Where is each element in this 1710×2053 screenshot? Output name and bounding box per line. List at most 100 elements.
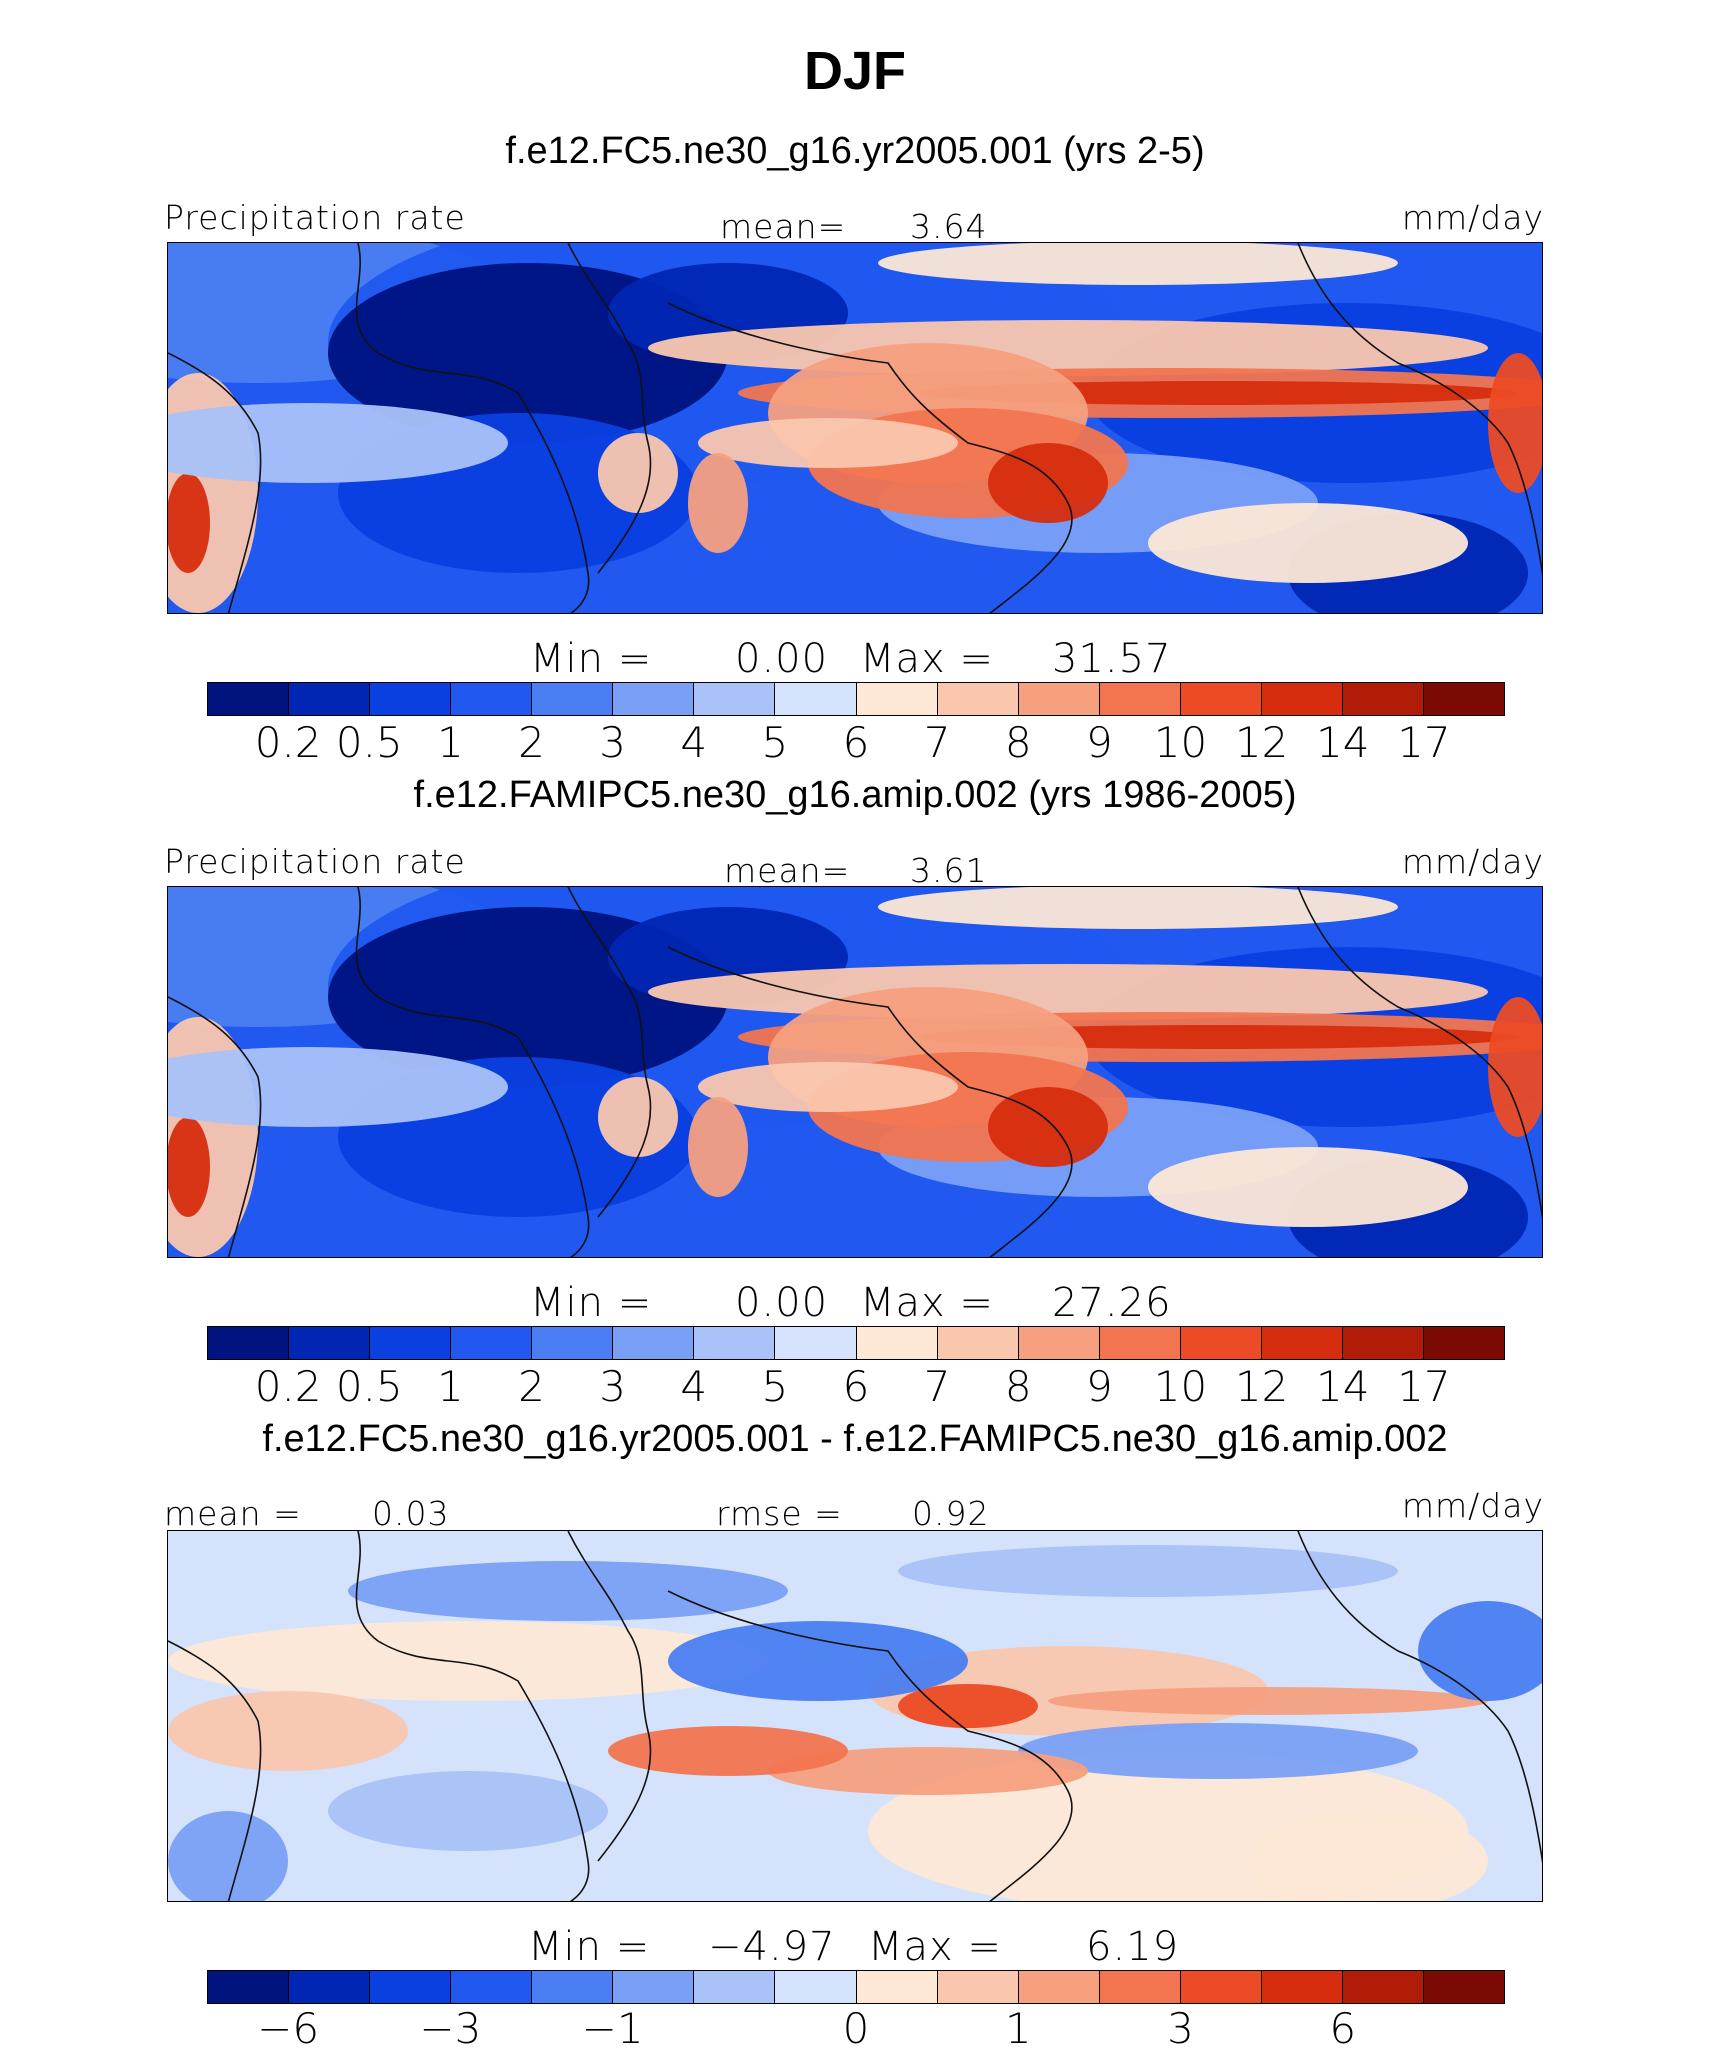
panel-3-subtitle: f.e12.FC5.ne30_g16.yr2005.001 - f.e12.FA… [262,1418,1448,1460]
panel-2-mean-label: mean= [724,851,851,890]
colorbar-tick-label: 1 [437,1362,464,1411]
colorbar-swatch [1099,683,1181,715]
panel-1-min-value: 0.00 [735,636,829,682]
panel-2-min-value: 0.00 [735,1280,829,1326]
colorbar-swatch [208,1327,290,1359]
colorbar-tick-label: 7 [923,718,951,767]
panel-2-units: mm/day [1401,842,1544,881]
panel-1-units: mm/day [1401,198,1544,237]
panel-3-max-value: 6.19 [1086,1924,1180,1970]
colorbar-tick-label: −1 [581,2004,644,2053]
colorbar-swatch [694,683,776,715]
colorbar-swatch [451,683,533,715]
colorbar-tick-label: 3 [599,718,626,767]
colorbar-tick-label: 0 [842,2004,870,2053]
colorbar-tick-label: 0.2 [254,1362,322,1411]
colorbar-swatch [532,683,614,715]
colorbar-tick-label: 0.2 [254,718,322,767]
colorbar-swatch [370,1327,452,1359]
colorbar-tick-label: −6 [257,2004,320,2053]
page-title: DJF [803,41,907,101]
panel-1-mean-value: 3.64 [910,207,988,246]
colorbar-swatch [694,1971,776,2003]
colorbar-tick-label: 8 [1004,718,1032,767]
colorbar-swatch [289,1971,371,2003]
colorbar-tick-label: 10 [1153,1362,1208,1411]
colorbar-swatch [775,1327,857,1359]
colorbar-tick-label: 5 [761,1362,789,1411]
panel-2-colorbar [207,1326,1505,1360]
colorbar-tick-label: 1 [437,718,464,767]
colorbar-swatch [451,1971,533,2003]
panel-1-map [167,242,1543,614]
colorbar-swatch [1261,1971,1343,2003]
colorbar-swatch [1423,683,1504,715]
colorbar-swatch [775,683,857,715]
panel-2-max-label: Max = [860,1280,994,1326]
colorbar-swatch [1018,1327,1100,1359]
colorbar-tick-label: 4 [680,718,708,767]
colorbar-tick-label: 4 [680,1362,708,1411]
colorbar-tick-label: 1 [1004,2004,1032,2053]
colorbar-swatch [613,683,695,715]
colorbar-swatch [1099,1971,1181,2003]
colorbar-swatch [370,683,452,715]
colorbar-swatch [1342,683,1424,715]
colorbar-swatch [856,1971,938,2003]
colorbar-tick-label: 0.5 [335,1362,403,1411]
colorbar-tick-label: 12 [1234,1362,1289,1411]
colorbar-swatch [1342,1971,1424,2003]
panel-3-mean-label: mean = [164,1494,302,1533]
colorbar-tick-label: 10 [1153,718,1208,767]
colorbar-swatch [532,1971,614,2003]
colorbar-swatch [1423,1971,1504,2003]
colorbar-swatch [289,1327,371,1359]
colorbar-swatch [289,683,371,715]
panel-1-subtitle: f.e12.FC5.ne30_g16.yr2005.001 (yrs 2-5) [505,130,1205,172]
panel-1-variable-label: Precipitation rate [164,198,466,237]
panel-2-variable-label: Precipitation rate [164,842,466,881]
panel-2-mean-value: 3.61 [910,851,988,890]
colorbar-swatch [1018,1971,1100,2003]
colorbar-swatch [451,1327,533,1359]
colorbar-swatch [937,1971,1019,2003]
colorbar-swatch [1423,1327,1504,1359]
colorbar-tick-label: 14 [1316,1362,1370,1411]
colorbar-swatch [937,683,1019,715]
colorbar-swatch [1261,1327,1343,1359]
colorbar-tick-label: 0.5 [335,718,403,767]
colorbar-swatch [1018,683,1100,715]
colorbar-swatch [1261,683,1343,715]
colorbar-tick-label: 6 [842,718,870,767]
colorbar-swatch [937,1327,1019,1359]
colorbar-tick-label: 8 [1004,1362,1032,1411]
panel-2-max-value: 27.26 [1052,1280,1172,1326]
panel-3-min-label: Min = [528,1924,651,1970]
colorbar-tick-label: 6 [842,1362,870,1411]
colorbar-tick-label: 17 [1397,1362,1451,1411]
colorbar-tick-label: 7 [923,1362,951,1411]
colorbar-swatch [1180,1971,1262,2003]
colorbar-swatch [856,1327,938,1359]
colorbar-tick-label: −3 [419,2004,482,2053]
panel-3-rmse-value: 0.92 [912,1494,990,1533]
panel-2-min-label: Min = [530,1280,653,1326]
colorbar-tick-label: 6 [1329,2004,1357,2053]
colorbar-tick-label: 3 [1167,2004,1194,2053]
colorbar-tick-label: 9 [1086,718,1113,767]
colorbar-tick-label: 12 [1234,718,1289,767]
colorbar-swatch [208,1971,290,2003]
panel-1-max-label: Max = [860,636,994,682]
panel-1-max-value: 31.57 [1052,636,1172,682]
panel-3-mean-value: 0.03 [372,1494,450,1533]
panel-1-min-label: Min = [530,636,653,682]
colorbar-tick-label: 9 [1086,1362,1113,1411]
panel-3-colorbar [207,1970,1505,2004]
colorbar-tick-label: 2 [518,718,545,767]
colorbar-swatch [208,683,290,715]
colorbar-swatch [532,1327,614,1359]
panel-3-units: mm/day [1401,1486,1544,1525]
colorbar-tick-label: 17 [1397,718,1451,767]
panel-3-max-label: Max = [868,1924,1002,1970]
panel-1-colorbar [207,682,1505,716]
